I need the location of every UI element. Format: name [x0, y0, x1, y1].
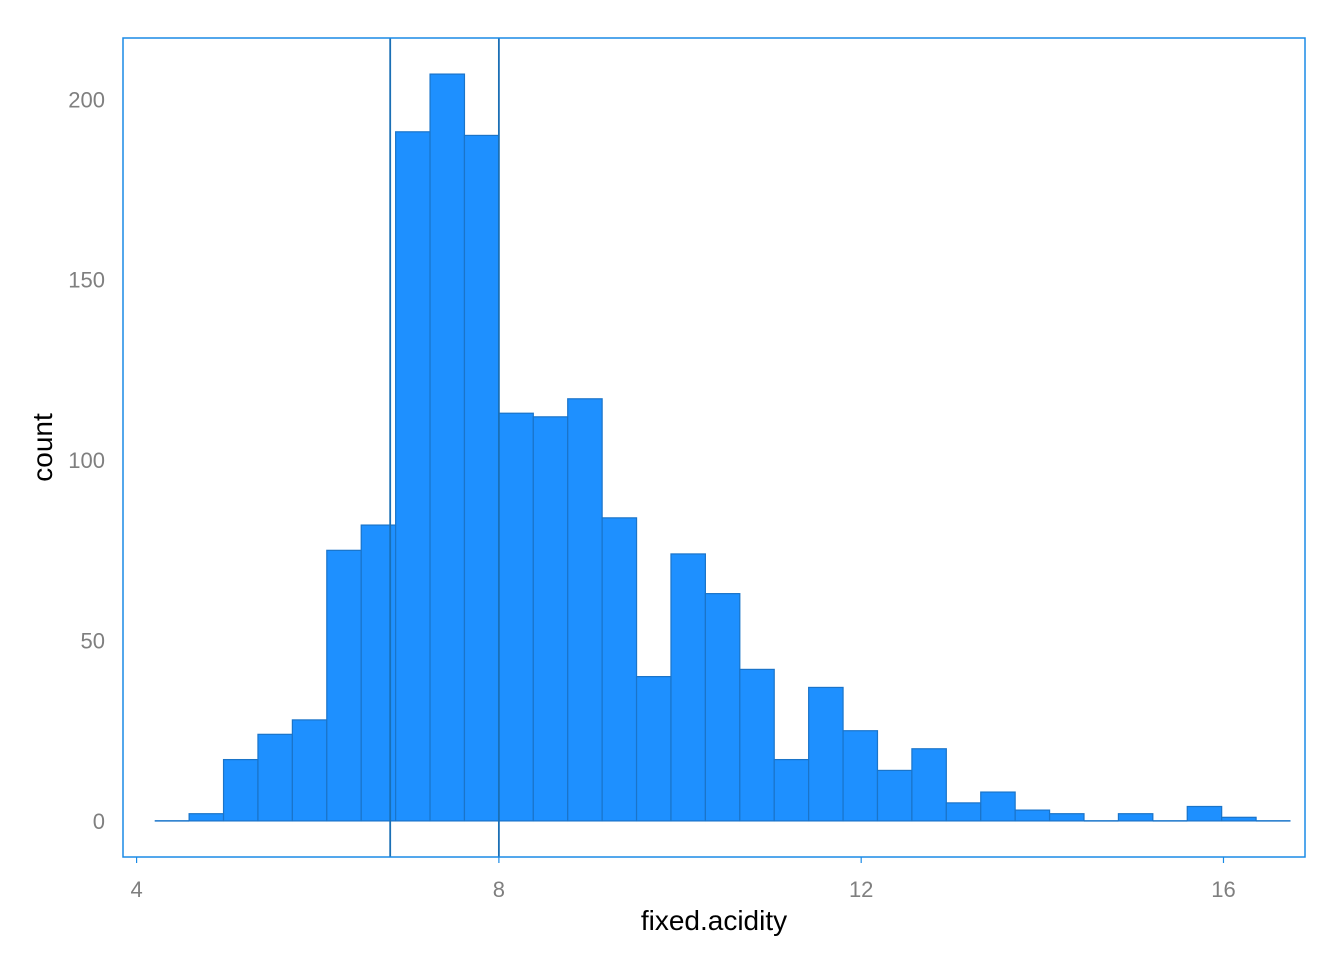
- histogram-bar: [257, 733, 293, 822]
- y-tick-label: 0: [93, 809, 105, 834]
- histogram-bar: [842, 730, 879, 822]
- x-axis-ticks: 4 8 12 16: [130, 857, 1236, 902]
- y-tick-label: 150: [68, 268, 105, 293]
- histogram-bar: [1186, 805, 1223, 822]
- histogram-bar: [532, 416, 569, 822]
- histogram-bar: [704, 593, 741, 822]
- histogram-bar: [773, 758, 810, 822]
- histogram-bar: [980, 791, 1016, 822]
- bars-layer: [154, 73, 1291, 822]
- histogram-bar: [739, 668, 775, 822]
- histogram-bar: [635, 676, 672, 822]
- x-tick-label: 12: [849, 877, 873, 902]
- x-tick-label: 16: [1211, 877, 1235, 902]
- histogram-bar: [1014, 809, 1051, 822]
- histogram-bar: [222, 758, 259, 822]
- x-tick-label: 4: [130, 877, 142, 902]
- histogram-bar: [1221, 816, 1257, 822]
- histogram-bar: [395, 131, 431, 822]
- histogram-bar: [945, 802, 982, 822]
- histogram-bar: [876, 769, 913, 822]
- histogram-bar: [567, 398, 603, 822]
- histogram-bar: [911, 748, 947, 822]
- histogram-bar: [601, 517, 638, 822]
- y-axis-ticks: 0 50 100 150 200: [68, 87, 105, 834]
- histogram-bar: [670, 553, 706, 822]
- y-tick-label: 100: [68, 448, 105, 473]
- histogram-bar: [498, 412, 534, 822]
- histogram-bar: [291, 719, 328, 822]
- y-tick-label: 50: [81, 629, 105, 654]
- histogram-bar: [326, 549, 362, 822]
- histogram-bar: [188, 813, 225, 822]
- histogram-bar: [463, 134, 500, 822]
- histogram-bar: [1048, 813, 1085, 822]
- x-axis-title: fixed.acidity: [641, 905, 787, 936]
- y-axis-title: count: [27, 413, 58, 482]
- reference-lines-layer: [389, 38, 500, 857]
- histogram-bar: [808, 686, 844, 822]
- histogram-bar: [1117, 813, 1154, 822]
- x-tick-label: 8: [493, 877, 505, 902]
- histogram-bar: [429, 73, 466, 822]
- panel-border: [122, 37, 1306, 858]
- y-tick-label: 200: [68, 87, 105, 112]
